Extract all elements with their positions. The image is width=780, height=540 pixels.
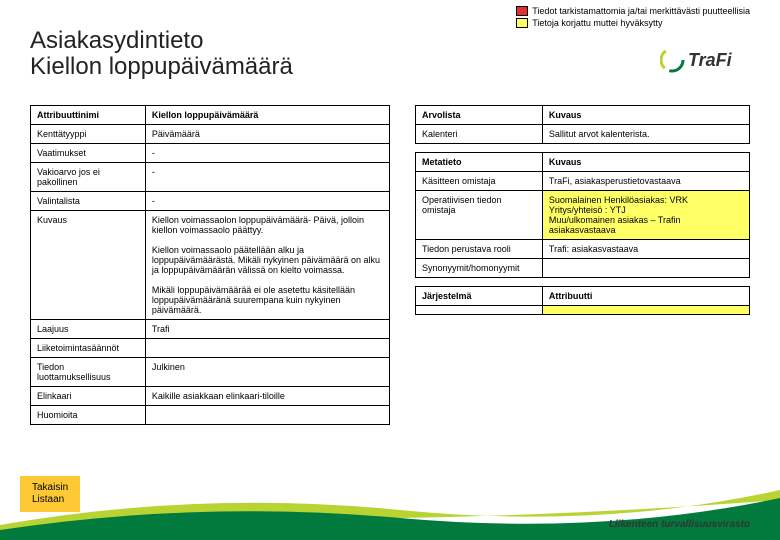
cell: Trafi: asiakasvastaava <box>542 240 749 259</box>
table-row: KenttätyyppiPäivämäärä <box>31 125 390 144</box>
attr-name-cell: Laajuus <box>31 320 146 339</box>
attr-value-cell: Kiellon voimassaolon loppupäivämäärä- Pä… <box>145 211 389 320</box>
attr-name-cell: Liiketoimintasäännöt <box>31 339 146 358</box>
table-header-cell: Metatieto <box>416 153 543 172</box>
attr-name-cell: Kenttätyyppi <box>31 125 146 144</box>
cell <box>542 306 749 315</box>
footer-agency-name: Liikenteen turvallisuusvirasto <box>609 519 750 530</box>
svg-text:TraFi: TraFi <box>688 50 733 70</box>
table-row: Tiedon luottamuksellisuusJulkinen <box>31 358 390 387</box>
footer-curve-decoration <box>0 480 780 540</box>
attr-value-cell: Kaikille asiakkaan elinkaari-tiloille <box>145 387 389 406</box>
attr-name-cell: Vaatimukset <box>31 144 146 163</box>
cell: Synonyymit/homonyymit <box>416 259 543 278</box>
table-header-cell: Kuvaus <box>542 106 749 125</box>
cell: Kalenteri <box>416 125 543 144</box>
back-to-list-button[interactable]: TakaisinListaan <box>20 476 80 512</box>
attr-value-cell: Julkinen <box>145 358 389 387</box>
table-row: Synonyymit/homonyymit <box>416 259 750 278</box>
attr-name-cell: Vakioarvo jos ei pakollinen <box>31 163 146 192</box>
table-header-cell: Järjestelmä <box>416 287 543 306</box>
table-header-cell: Arvolista <box>416 106 543 125</box>
legend-box-yellow <box>516 18 528 28</box>
table-row: Vakioarvo jos ei pakollinen- <box>31 163 390 192</box>
cell <box>416 306 543 315</box>
cell <box>542 259 749 278</box>
cell: TraFi, asiakasperustietovastaava <box>542 172 749 191</box>
table-row: Huomioita <box>31 406 390 425</box>
table-row: Operatiivisen tiedon omistajaSuomalainen… <box>416 191 750 240</box>
cell: Käsitteen omistaja <box>416 172 543 191</box>
table-row: LaajuusTrafi <box>31 320 390 339</box>
attr-name-cell: Elinkaari <box>31 387 146 406</box>
right-table: ArvolistaKuvausKalenteriSallitut arvot k… <box>415 105 750 144</box>
attr-value-cell: Kiellon loppupäivämäärä <box>145 106 389 125</box>
cell: Operatiivisen tiedon omistaja <box>416 191 543 240</box>
cell: Sallitut arvot kalenterista. <box>542 125 749 144</box>
attr-value-cell <box>145 406 389 425</box>
legend: Tiedot tarkistamattomia ja/tai merkittäv… <box>516 6 750 30</box>
table-row <box>416 306 750 315</box>
attr-name-cell: Valintalista <box>31 192 146 211</box>
right-table: MetatietoKuvausKäsitteen omistajaTraFi, … <box>415 152 750 278</box>
table-header-cell: Attribuutti <box>542 287 749 306</box>
legend-text-2: Tietoja korjattu muttei hyväksytty <box>532 18 662 28</box>
attr-value-cell: Trafi <box>145 320 389 339</box>
attr-name-cell: Tiedon luottamuksellisuus <box>31 358 146 387</box>
attr-value-cell: Päivämäärä <box>145 125 389 144</box>
table-row: Liiketoimintasäännöt <box>31 339 390 358</box>
attr-value-cell: - <box>145 144 389 163</box>
attr-name-cell: Huomioita <box>31 406 146 425</box>
attr-name-cell: Attribuuttinimi <box>31 106 146 125</box>
table-row: ElinkaariKaikille asiakkaan elinkaari-ti… <box>31 387 390 406</box>
table-row: Vaatimukset- <box>31 144 390 163</box>
table-row: KuvausKiellon voimassaolon loppupäivämää… <box>31 211 390 320</box>
left-attribute-table: AttribuuttinimiKiellon loppupäivämääräKe… <box>30 105 390 425</box>
table-row: AttribuuttinimiKiellon loppupäivämäärä <box>31 106 390 125</box>
table-row: Käsitteen omistajaTraFi, asiakasperustie… <box>416 172 750 191</box>
table-row: KalenteriSallitut arvot kalenterista. <box>416 125 750 144</box>
attr-value-cell <box>145 339 389 358</box>
attr-name-cell: Kuvaus <box>31 211 146 320</box>
cell: Tiedon perustava rooli <box>416 240 543 259</box>
cell: Suomalainen Henkilöasiakas: VRK Yritys/y… <box>542 191 749 240</box>
table-header-cell: Kuvaus <box>542 153 749 172</box>
attr-value-cell: - <box>145 163 389 192</box>
trafi-logo: TraFi <box>660 45 750 78</box>
right-table: JärjestelmäAttribuutti <box>415 286 750 315</box>
legend-text-1: Tiedot tarkistamattomia ja/tai merkittäv… <box>532 6 750 16</box>
page-title: Asiakasydintieto Kiellon loppupäivämäärä <box>30 28 293 81</box>
attr-value-cell: - <box>145 192 389 211</box>
table-row: Tiedon perustava rooliTrafi: asiakasvast… <box>416 240 750 259</box>
legend-box-red <box>516 6 528 16</box>
table-row: Valintalista- <box>31 192 390 211</box>
